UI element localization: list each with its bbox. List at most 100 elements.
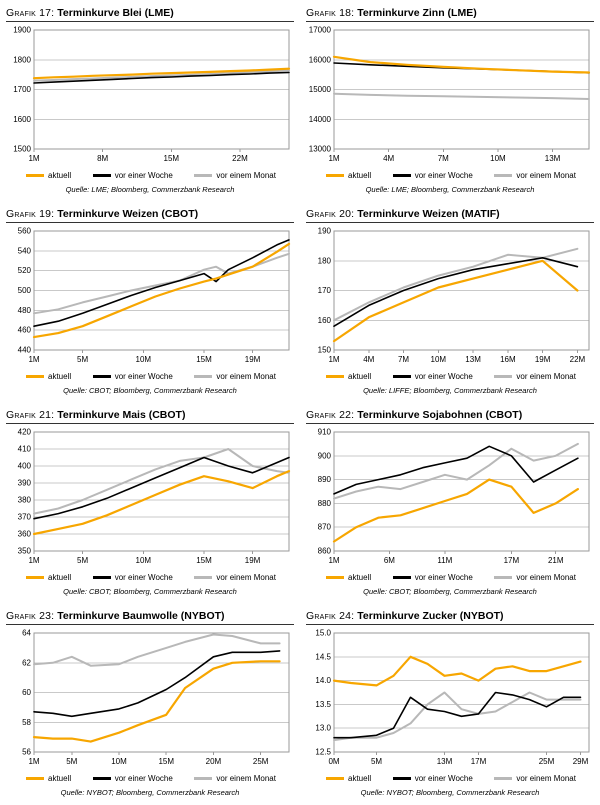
chart-label: Grafik 20: <box>306 208 355 220</box>
chart-legend: aktuell vor einer Woche vor einem Monat <box>306 772 594 785</box>
legend-item: vor einem Monat <box>194 774 276 783</box>
legend-label: vor einem Monat <box>516 171 576 180</box>
y-tick-label: 14.0 <box>315 676 331 685</box>
y-tick-label: 540 <box>18 246 32 255</box>
chart-legend: aktuell vor einer Woche vor einem Monat <box>6 370 294 383</box>
x-tick-label: 25M <box>539 757 555 766</box>
series-line <box>32 660 281 743</box>
series-line <box>32 469 291 536</box>
legend-swatch <box>326 174 344 177</box>
x-tick-label: 25M <box>253 757 269 766</box>
chart-title: Terminkurve Sojabohnen (CBOT) <box>357 409 523 421</box>
legend-swatch <box>92 174 111 177</box>
y-tick-label: 370 <box>18 513 32 522</box>
y-tick-label: 60 <box>22 688 31 697</box>
y-tick-label: 170 <box>318 286 332 295</box>
x-tick-label: 1M <box>28 556 39 565</box>
chart-legend: aktuell vor einer Woche vor einem Monat <box>306 169 594 182</box>
y-tick-label: 13.5 <box>315 700 331 709</box>
x-tick-label: 22M <box>570 355 586 364</box>
x-tick-label: 13M <box>545 154 561 163</box>
x-tick-label: 1M <box>28 757 39 766</box>
y-tick-label: 480 <box>18 306 32 315</box>
x-tick-label: 8M <box>97 154 108 163</box>
chart-source: Quelle: LIFFE; Bloomberg, Commerzbank Re… <box>363 386 537 395</box>
x-tick-label: 19M <box>245 355 261 364</box>
chart-cell: Grafik 17: Terminkurve Blei (LME) 1500 160… <box>0 0 300 201</box>
y-tick-label: 350 <box>18 547 32 556</box>
y-tick-label: 15000 <box>309 85 332 94</box>
chart-cell: Grafik 22: Terminkurve Sojabohnen (CBOT) … <box>300 402 600 603</box>
y-tick-label: 160 <box>318 316 332 325</box>
series-line <box>332 259 579 343</box>
legend-label: aktuell <box>48 573 72 582</box>
x-tick-label: 4M <box>363 355 374 364</box>
legend-swatch <box>494 777 513 780</box>
y-tick-label: 360 <box>18 530 32 539</box>
legend-label: vor einer Woche <box>114 171 173 180</box>
x-tick-label: 1M <box>328 154 339 163</box>
legend-label: vor einem Monat <box>516 774 576 783</box>
legend-label: vor einer Woche <box>114 573 173 582</box>
x-tick-label: 11M <box>437 556 452 565</box>
chart-title: Terminkurve Zinn (LME) <box>357 7 477 19</box>
legend-swatch <box>194 777 213 780</box>
y-tick-label: 910 <box>318 428 332 437</box>
chart-titlebar: Grafik 24: Terminkurve Zucker (NYBOT) <box>306 608 594 625</box>
chart-canvas: 440 460 480 500 520 540 560 1M 5M 10M 15M 19M <box>18 227 291 364</box>
legend-swatch <box>26 174 44 177</box>
series-line <box>333 442 579 500</box>
chart-source: Quelle: NYBOT; Bloomberg, Commerzbank Re… <box>360 788 540 797</box>
chart-cell: Grafik 24: Terminkurve Zucker (NYBOT) 12.… <box>300 603 600 804</box>
legend-label: vor einem Monat <box>216 171 276 180</box>
chart-title: Terminkurve Baumwolle (NYBOT) <box>57 610 225 622</box>
series-line <box>333 247 579 322</box>
y-tick-label: 520 <box>18 266 32 275</box>
legend-item: vor einer Woche <box>92 573 173 582</box>
legend-swatch <box>494 174 513 177</box>
y-tick-label: 1500 <box>13 145 31 154</box>
x-tick-label: 7M <box>438 154 449 163</box>
x-tick-label: 15M <box>196 355 212 364</box>
series-line <box>33 252 290 315</box>
y-tick-label: 14.5 <box>315 652 331 661</box>
chart-label: Grafik 23: <box>6 610 55 622</box>
chart-source: Quelle: CBOT; Bloomberg, Commerzbank Res… <box>363 587 537 596</box>
legend-label: vor einem Monat <box>216 573 276 582</box>
legend-item: vor einem Monat <box>494 774 576 783</box>
legend-label: vor einem Monat <box>216 774 276 783</box>
legend-item: vor einer Woche <box>392 171 473 180</box>
y-tick-label: 13000 <box>309 145 332 154</box>
y-tick-label: 56 <box>22 748 31 757</box>
legend-item: aktuell <box>326 774 371 783</box>
plot-border <box>33 632 290 753</box>
legend-label: vor einer Woche <box>414 774 473 783</box>
legend-swatch <box>392 375 411 378</box>
series-line <box>32 67 291 80</box>
legend-label: vor einem Monat <box>216 372 276 381</box>
x-tick-label: 5M <box>77 355 88 364</box>
legend-item: vor einer Woche <box>92 774 173 783</box>
legend-item: vor einer Woche <box>92 372 173 381</box>
series-line <box>333 691 582 739</box>
y-tick-label: 17000 <box>309 26 332 35</box>
legend-item: aktuell <box>26 171 71 180</box>
series-line <box>33 448 290 515</box>
chart-source: Quelle: LME; Bloomberg, Commerzbank Rese… <box>365 185 535 194</box>
legend-item: vor einem Monat <box>194 171 276 180</box>
chart-titlebar: Grafik 18: Terminkurve Zinn (LME) <box>306 5 594 22</box>
legend-swatch <box>326 375 344 378</box>
x-tick-label: 5M <box>77 556 88 565</box>
legend-swatch <box>392 777 411 780</box>
chart-canvas: 350 360 370 380 390 400 410 420 1M 5M 10M 15M 19M <box>18 428 291 565</box>
x-tick-label: 15M <box>158 757 174 766</box>
chart-legend: aktuell vor einer Woche vor einem Monat <box>306 571 594 584</box>
x-tick-label: 1M <box>328 355 339 364</box>
x-tick-label: 21M <box>548 556 564 565</box>
series-line <box>33 650 281 718</box>
legend-item: vor einem Monat <box>494 171 576 180</box>
legend-swatch <box>26 576 44 579</box>
y-tick-label: 900 <box>318 451 332 460</box>
legend-item: aktuell <box>26 573 71 582</box>
y-tick-label: 13.0 <box>315 724 331 733</box>
